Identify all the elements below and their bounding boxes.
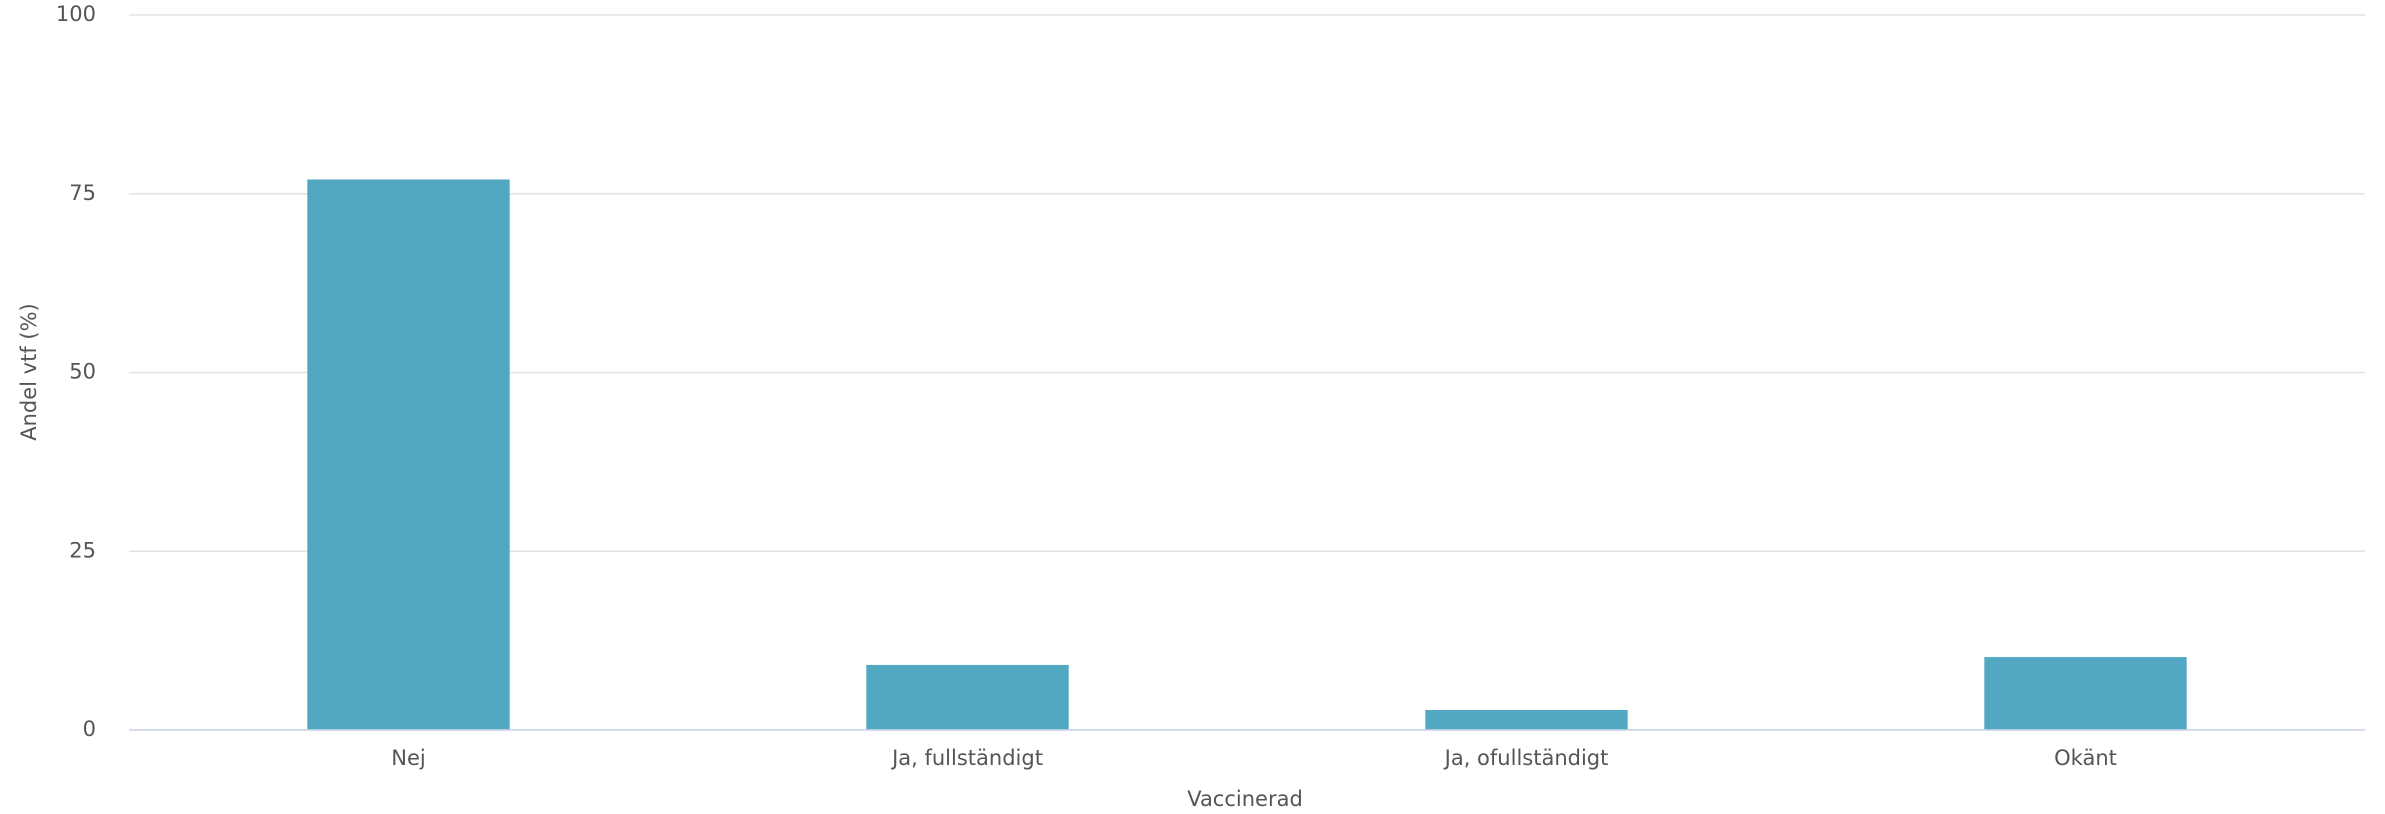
bar — [1425, 709, 1628, 730]
y-tick-label: 0 — [83, 717, 96, 741]
y-tick-label: 50 — [69, 360, 96, 384]
x-tick-label: Ja, fullständigt — [890, 746, 1043, 770]
y-axis-title: Andel vtf (%) — [17, 303, 41, 441]
y-tick-label: 25 — [69, 538, 96, 562]
bar — [307, 179, 510, 730]
bar — [1984, 657, 2187, 730]
x-tick-label: Okänt — [2054, 746, 2117, 770]
y-tick-label: 100 — [56, 2, 96, 26]
y-tick-label: 75 — [69, 181, 96, 205]
x-tick-label: Nej — [391, 746, 425, 770]
x-axis-title: Vaccinerad — [1187, 787, 1303, 811]
x-tick-label: Ja, ofullständigt — [1443, 746, 1609, 770]
bar — [866, 664, 1069, 730]
